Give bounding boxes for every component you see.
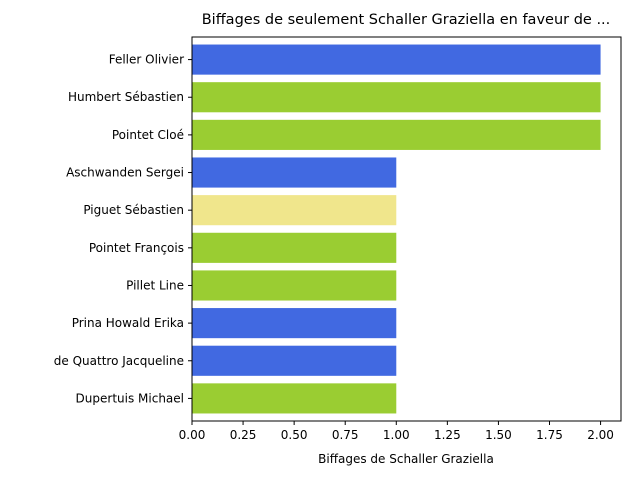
bar-3 [192, 157, 397, 188]
x-tick-label: 0.00 [179, 428, 206, 442]
bar-0 [192, 44, 601, 75]
x-axis-label: Biffages de Schaller Graziella [318, 452, 494, 466]
bar-9 [192, 383, 397, 414]
y-tick-label: Feller Olivier [109, 53, 184, 67]
y-tick-label: Pointet Cloé [112, 128, 184, 142]
y-tick-label: Dupertuis Michael [76, 391, 184, 405]
y-tick-label: Pointet François [89, 241, 184, 255]
chart-title: Biffages de seulement Schaller Graziella… [202, 12, 611, 28]
bars-group [192, 44, 601, 414]
y-tick-label: Prina Howald Erika [72, 316, 184, 330]
y-tick-label: Piguet Sébastien [83, 203, 184, 217]
bar-2 [192, 119, 601, 150]
x-tick-label: 0.75 [332, 428, 359, 442]
bar-1 [192, 82, 601, 113]
y-axis-ticks: Feller Olivier Humbert Sébastien Pointet C… [54, 53, 192, 405]
y-tick-label: Humbert Sébastien [68, 90, 184, 104]
bar-5 [192, 232, 397, 263]
bar-8 [192, 345, 397, 376]
y-tick-label: Pillet Line [126, 278, 184, 292]
x-tick-label: 0.50 [281, 428, 308, 442]
x-tick-label: 0.25 [230, 428, 257, 442]
bar-6 [192, 270, 397, 301]
y-tick-label: de Quattro Jacqueline [54, 354, 184, 368]
y-tick-label: Aschwanden Sergei [66, 166, 184, 180]
x-tick-label: 2.00 [587, 428, 614, 442]
bar-4 [192, 195, 397, 226]
x-axis-ticks: 0.00 0.25 0.50 0.75 1.00 1.25 1.50 1.75 2.00 [179, 421, 614, 442]
plot-frame [191, 36, 622, 422]
x-tick-label: 1.00 [383, 428, 410, 442]
x-tick-label: 1.25 [434, 428, 461, 442]
bar-7 [192, 308, 397, 339]
x-tick-label: 1.75 [536, 428, 563, 442]
x-tick-label: 1.50 [485, 428, 512, 442]
